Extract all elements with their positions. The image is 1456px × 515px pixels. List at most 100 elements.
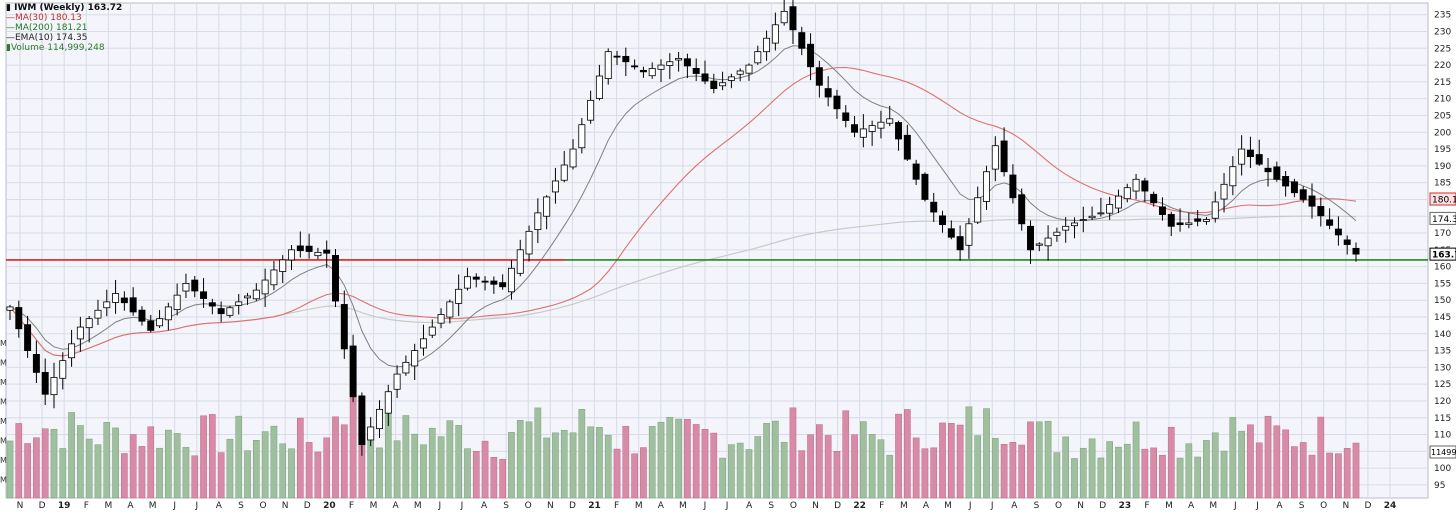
volume-bar (252, 440, 260, 499)
time-tick-label: N (547, 501, 554, 511)
candle-body (129, 297, 137, 313)
legend-title-text: IWM (Weekly) 163.72 (14, 3, 123, 13)
candle-body (842, 112, 850, 121)
candle (1202, 217, 1210, 225)
volume-bar (728, 444, 735, 499)
volume-tick-label: M (0, 437, 7, 446)
price-tick-label: 155 (1434, 279, 1451, 289)
volume-bar (1185, 443, 1193, 499)
candle (1071, 217, 1078, 239)
time-tick-label: D (39, 501, 46, 511)
time-axis: N D 19 F M A M J J A S O N D 20 F M A M J J A S O N D 21 F M A M J J A S O N… (17, 501, 1397, 511)
volume-bar (1167, 426, 1175, 499)
volume-bar (1079, 447, 1087, 499)
candle (771, 12, 779, 51)
candle-body (68, 343, 76, 359)
candle-body (41, 372, 49, 395)
candle-body (15, 307, 23, 330)
candle (85, 315, 93, 343)
volume-bar (657, 421, 665, 499)
candle-body (1044, 237, 1052, 247)
candle (763, 30, 771, 61)
candle-body (851, 124, 859, 133)
candle (1000, 127, 1008, 177)
time-tick-label: M (370, 501, 378, 511)
candle (639, 66, 647, 78)
volume-bar (217, 452, 225, 499)
candle-body (983, 171, 990, 202)
volume-bar (472, 451, 480, 499)
volume-bar (631, 453, 638, 499)
volume-bar (455, 425, 462, 499)
candle (1308, 183, 1316, 219)
candle-body (1114, 195, 1122, 209)
candle-body (921, 173, 929, 200)
candle-body (76, 326, 84, 340)
candle-body (59, 360, 67, 379)
price-tick-label: 145 (1434, 313, 1451, 323)
legend-title: ▮ IWM (Weekly) 163.72 (6, 3, 122, 13)
volume-bar (156, 447, 163, 499)
candle-body (499, 282, 507, 288)
candle-body (789, 6, 797, 31)
volume-bar (991, 438, 999, 499)
time-tick-label: J (172, 501, 176, 511)
candle (156, 310, 164, 328)
volume-tick-label: M (0, 456, 7, 465)
candle (120, 291, 128, 311)
volume-value-label: 114999248 (1431, 448, 1456, 457)
price-tick-label: 185 (1434, 179, 1451, 189)
ma200-line-icon: — (6, 23, 15, 33)
candle (507, 260, 515, 300)
candle-body (666, 61, 674, 66)
volume-bar (543, 437, 550, 499)
candle (859, 114, 867, 148)
candle (1264, 158, 1272, 187)
volume-bar (552, 432, 559, 499)
volume-bar (648, 426, 656, 499)
candle (437, 308, 445, 329)
candle-body (657, 64, 665, 70)
volume-bar (1053, 452, 1061, 499)
volume-bar (165, 429, 172, 499)
candle (226, 305, 234, 318)
candle (886, 105, 894, 127)
candle-body (191, 279, 199, 292)
volume-bar (1035, 421, 1043, 499)
volume-bar (323, 437, 331, 499)
volume-bar (508, 432, 515, 499)
candle (595, 64, 603, 101)
candle-body (279, 259, 287, 272)
candle (1299, 186, 1307, 203)
candle-body (1255, 154, 1263, 165)
candle (1088, 206, 1096, 220)
candle (1150, 191, 1158, 207)
candle (314, 247, 322, 260)
candle-body (833, 95, 841, 110)
volume-bar (129, 434, 137, 499)
candle (1246, 136, 1254, 169)
time-tick-label: N (17, 501, 24, 511)
legend-ema10: —EMA(10) 174.35 (6, 33, 88, 43)
candle (261, 268, 269, 307)
volume-bar (877, 439, 885, 499)
candle (824, 76, 832, 107)
candle (1334, 216, 1342, 246)
candle (798, 26, 806, 56)
candle-body (1326, 219, 1334, 226)
volume-bar (833, 451, 841, 499)
time-tick-label: O (790, 501, 797, 511)
volume-bar (1308, 454, 1316, 499)
ma30-line (9, 66, 1357, 357)
candle (1185, 212, 1193, 229)
candle-body (1246, 149, 1254, 158)
volume-bar (332, 416, 339, 499)
volume-bar (279, 443, 287, 499)
candle-body (1088, 215, 1096, 219)
legend-ma30: —MA(30) 180.13 (6, 13, 82, 23)
volume-bar (68, 412, 75, 499)
time-tick-label: N (812, 501, 819, 511)
price-tick-label: 135 (1434, 347, 1451, 357)
